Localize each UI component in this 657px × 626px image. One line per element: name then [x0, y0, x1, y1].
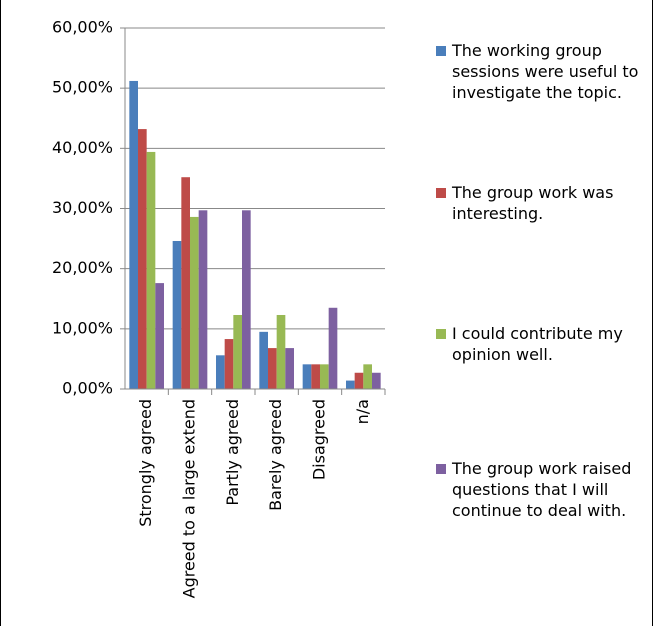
bar — [320, 364, 329, 389]
bar — [146, 151, 156, 389]
legend-swatch — [436, 46, 446, 56]
bar — [354, 372, 364, 389]
bar — [155, 283, 164, 389]
bar — [276, 314, 286, 389]
legend-label: The group work raised questions that I w… — [452, 459, 632, 520]
legend-label: The group work was interesting. — [452, 183, 614, 223]
legend-swatch — [436, 329, 446, 339]
bar — [302, 364, 312, 389]
legend-label: I could contribute my opinion well. — [452, 324, 623, 364]
y-tick-label: 50,00% — [52, 78, 113, 97]
bar — [242, 210, 251, 389]
bar — [328, 307, 338, 389]
x-tick-label: Partly agreed — [223, 399, 242, 506]
legend-label: The working group sessions were useful t… — [452, 41, 639, 102]
bar — [372, 372, 381, 389]
legend-swatch — [436, 464, 446, 474]
bar — [172, 240, 182, 389]
bar — [129, 80, 138, 390]
x-tick-label: Barely agreed — [266, 399, 285, 511]
x-tick-label: Strongly agreed — [136, 399, 155, 527]
bar — [346, 380, 355, 389]
bar — [268, 348, 277, 389]
bar — [285, 348, 294, 389]
x-tick-label: n/a — [353, 399, 372, 424]
y-tick-label: 60,00% — [52, 18, 113, 37]
bar — [311, 364, 320, 389]
y-tick-label: 0,00% — [62, 379, 113, 398]
bar — [138, 129, 147, 389]
bar — [216, 355, 225, 389]
bar — [181, 177, 190, 389]
bar — [259, 331, 268, 389]
bar — [224, 339, 234, 389]
bar — [363, 364, 372, 389]
bar — [233, 314, 242, 389]
y-tick-label: 20,00% — [52, 258, 113, 277]
y-tick-label: 40,00% — [52, 138, 113, 157]
legend-swatch — [436, 188, 446, 198]
bar — [198, 210, 208, 389]
x-tick-label: Agreed to a large extend — [180, 399, 199, 598]
y-tick-label: 30,00% — [52, 198, 113, 217]
y-tick-label: 10,00% — [52, 318, 113, 337]
bar — [190, 216, 199, 389]
x-tick-label: Disagreed — [310, 399, 329, 480]
